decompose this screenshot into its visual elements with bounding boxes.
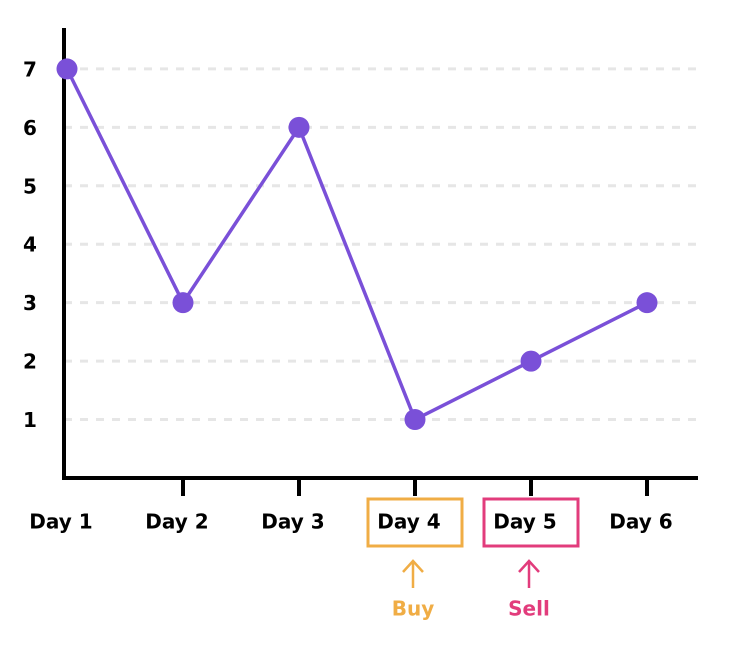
y-tick-label: 7 — [23, 57, 37, 81]
y-tick-label: 6 — [23, 116, 37, 140]
point — [172, 292, 194, 314]
x-tick-label: Day 4 — [377, 510, 440, 534]
annotation-label: Buy — [392, 597, 435, 621]
x-tick-label: Day 2 — [145, 510, 208, 534]
x-tick-label: Day 1 — [29, 510, 92, 534]
annotation-label: Sell — [508, 597, 550, 621]
y-tick-label: 2 — [23, 350, 37, 374]
arrow-head — [402, 559, 424, 573]
point — [404, 409, 426, 431]
y-tick-label: 5 — [23, 174, 37, 198]
point — [288, 116, 310, 138]
y-tick-label: 1 — [23, 408, 37, 432]
point — [56, 58, 78, 80]
x-tick-label: Day 6 — [609, 510, 672, 534]
point — [520, 350, 542, 372]
y-tick-label: 4 — [23, 233, 37, 257]
x-tick-label: Day 5 — [493, 510, 556, 534]
arrow-head — [518, 559, 540, 573]
highlight-box — [366, 497, 464, 548]
y-tick-label: 3 — [23, 291, 37, 315]
line — [65, 68, 648, 422]
highlight-box — [482, 497, 580, 548]
point — [636, 292, 658, 314]
x-tick-label: Day 3 — [261, 510, 324, 534]
